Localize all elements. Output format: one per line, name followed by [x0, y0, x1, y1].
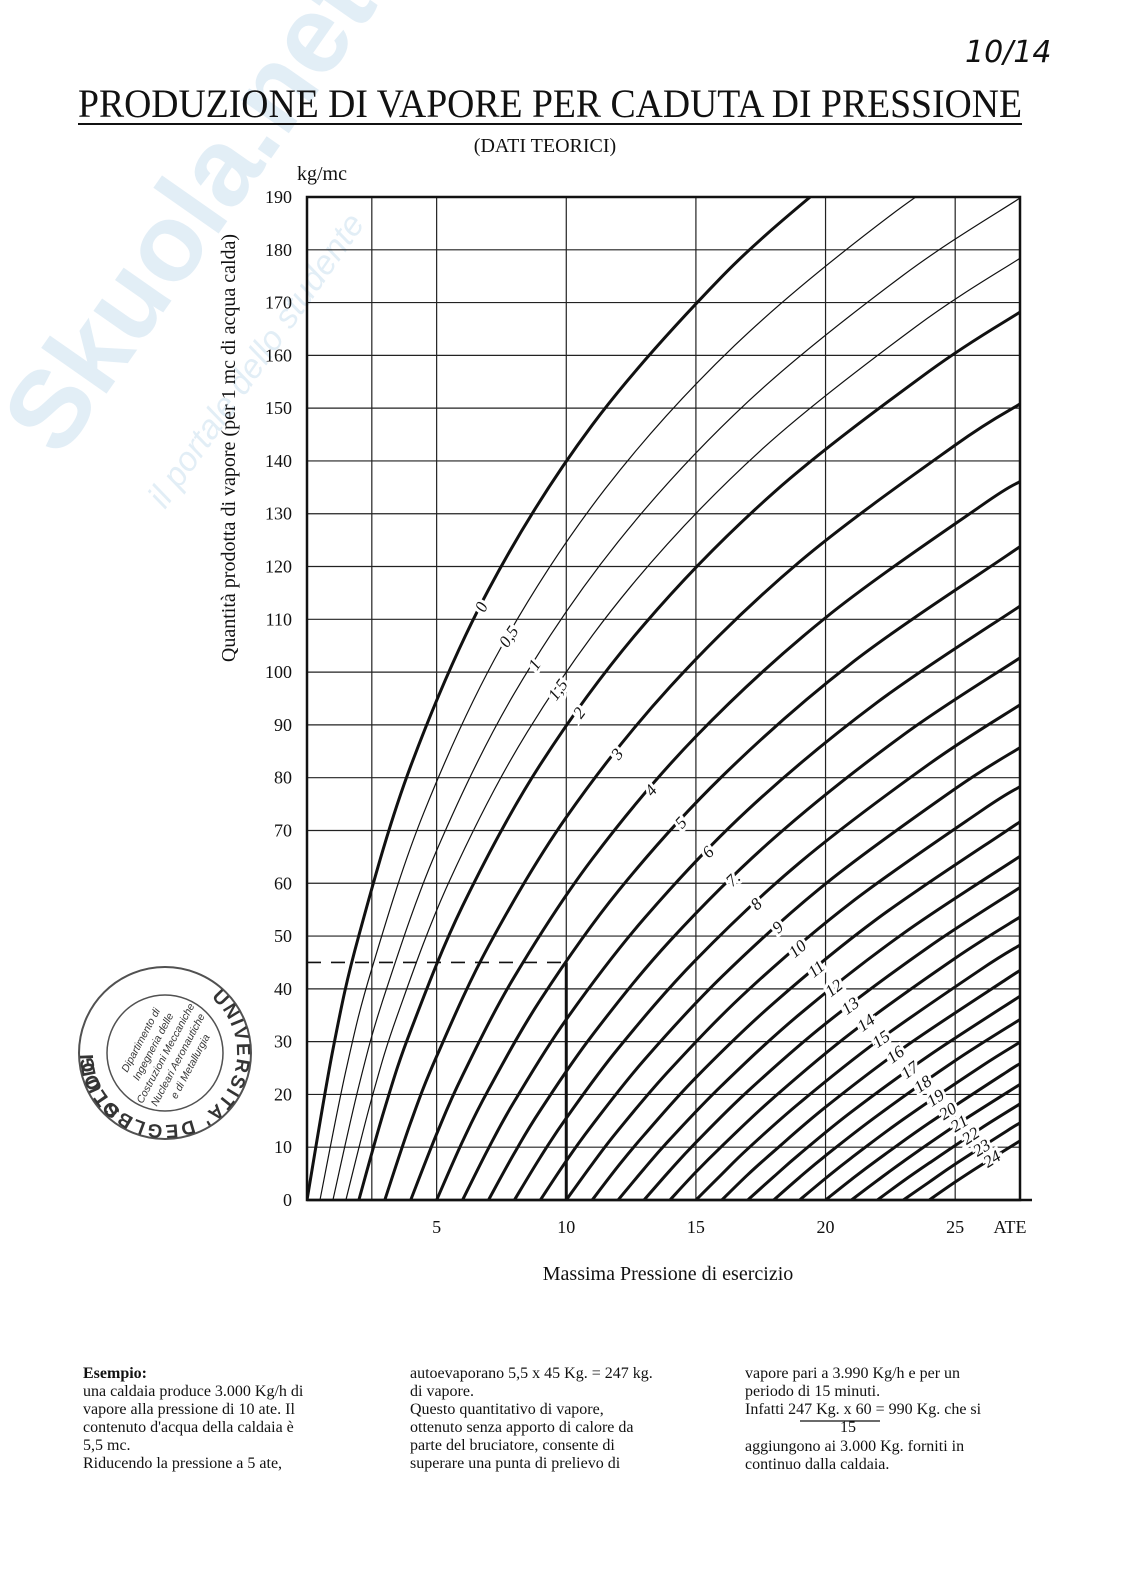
curves	[307, 197, 1020, 1200]
y-tick-label: 130	[265, 504, 292, 524]
curve	[357, 310, 1020, 1200]
y-tick-label: 180	[265, 240, 292, 260]
example-line: contenuto d'acqua della caldaia è	[83, 1419, 294, 1436]
curve-label: 0,5	[495, 623, 523, 651]
example-line: una caldaia produce 3.000 Kg/h di	[83, 1383, 304, 1400]
example-line: autoevaporano 5,5 x 45 Kg. = 247 kg.	[410, 1365, 653, 1382]
y-tick-label: 110	[266, 609, 292, 629]
example-line: ottenuto senza apporto di calore da	[410, 1419, 633, 1436]
curve	[539, 746, 1020, 1200]
example-line: Riducendo la pressione a 5 ate,	[83, 1455, 282, 1472]
curve	[824, 1062, 1020, 1200]
curve	[694, 943, 1020, 1200]
x-tick-label: 15	[687, 1217, 705, 1237]
curve	[616, 855, 1020, 1200]
example-line: continuo dalla caldaia.	[745, 1456, 889, 1473]
example-heading: Esempio:	[83, 1365, 147, 1382]
curve	[435, 544, 1020, 1200]
y-tick-label: 50	[274, 926, 292, 946]
curve	[307, 197, 813, 1200]
example-line: vapore pari a 3.990 Kg/h e per un	[745, 1365, 960, 1382]
curve	[642, 886, 1020, 1200]
curve	[383, 402, 1020, 1200]
chart-subtitle: (DATI TEORICI)	[474, 135, 616, 157]
curve	[565, 785, 1020, 1200]
y-tick-label: 70	[274, 820, 292, 840]
y-tick-label: 30	[274, 1032, 292, 1052]
y-tick-label: 60	[274, 873, 292, 893]
x-tick-label: 10	[557, 1217, 575, 1237]
curve	[850, 1083, 1020, 1200]
stamp-ring	[106, 994, 224, 1112]
y-tick-label: 120	[265, 557, 292, 577]
example-line: 5,5 mc.	[83, 1437, 131, 1454]
plot-area: 0 10 20 30 40 50 60 70 80 90 100 110 120 130 140 150 160…	[265, 187, 1032, 1237]
example-line: aggiungono ai 3.000 Kg. forniti in	[745, 1438, 964, 1455]
x-tick-label: 20	[817, 1217, 835, 1237]
y-tick-label: 100	[265, 662, 292, 682]
y-tick-label: 190	[265, 187, 292, 207]
curve	[487, 656, 1020, 1200]
curve-label: 8	[747, 894, 767, 914]
y-tick-label: 90	[274, 715, 292, 735]
x-tick-label: 5	[432, 1217, 441, 1237]
y-tick-label: 80	[274, 768, 292, 788]
example-line: vapore alla pressione di 10 ate. Il	[83, 1401, 295, 1418]
curve	[746, 994, 1020, 1200]
curve-label: 7.	[722, 868, 744, 890]
curve	[772, 1018, 1020, 1200]
example-line: Infatti 247 Kg. x 60 = 990 Kg. che si	[745, 1401, 982, 1418]
x-unit: ATE	[994, 1217, 1027, 1237]
y-tick-label: 0	[283, 1190, 292, 1210]
page-number: 10/14	[965, 35, 1051, 70]
curve	[513, 703, 1020, 1200]
curve	[345, 257, 1020, 1200]
curve	[668, 915, 1020, 1200]
y-tick-label: 150	[265, 398, 292, 418]
y-axis-title: Quantità prodotta di vapore (per 1 mc di…	[218, 234, 240, 662]
y-tick-label: 40	[274, 979, 292, 999]
example-text: una caldaia produce 3.000 Kg/h divapore …	[83, 1365, 982, 1473]
y-tick-label: 170	[265, 293, 292, 313]
example-line: periodo di 15 minuti.	[745, 1383, 880, 1400]
curve	[720, 969, 1020, 1200]
example-line: Questo quantitativo di vapore,	[410, 1401, 604, 1418]
x-tick-label: 25	[946, 1217, 964, 1237]
curve	[798, 1040, 1020, 1200]
watermark: Skuola.net il portale dello studente	[0, 0, 399, 515]
curve	[902, 1121, 1020, 1200]
curve	[332, 197, 1020, 1200]
curve	[409, 480, 1020, 1200]
example-line: superare una punta di prelievo di	[410, 1455, 621, 1472]
curve	[928, 1139, 1020, 1200]
y-tick-label: 20	[274, 1084, 292, 1104]
curve-label: 5	[671, 813, 691, 832]
stamp-ring	[78, 966, 252, 1140]
x-axis-title: Massima Pressione di esercizio	[543, 1263, 794, 1285]
curve-label: 6	[698, 842, 718, 862]
example-line: di vapore.	[410, 1383, 474, 1400]
curve	[461, 604, 1020, 1200]
curve	[876, 1102, 1020, 1200]
y-unit: kg/mc	[297, 163, 347, 185]
stamp-left: BOLOGNA	[0, 0, 135, 1132]
stamp-text: BOLOGNA	[0, 0, 137, 1132]
fraction-denominator: 15	[840, 1419, 856, 1436]
y-tick-label: 10	[274, 1137, 292, 1157]
y-tick-label: 140	[265, 451, 292, 471]
curve	[591, 820, 1020, 1200]
chart-title: PRODUZIONE DI VAPORE PER CADUTA DI PRESS…	[78, 81, 1022, 126]
plot-frame	[305, 195, 1022, 1202]
y-tick-label: 160	[265, 345, 292, 365]
curve	[319, 197, 917, 1200]
example-line: parte del bruciatore, consente di	[410, 1437, 615, 1454]
